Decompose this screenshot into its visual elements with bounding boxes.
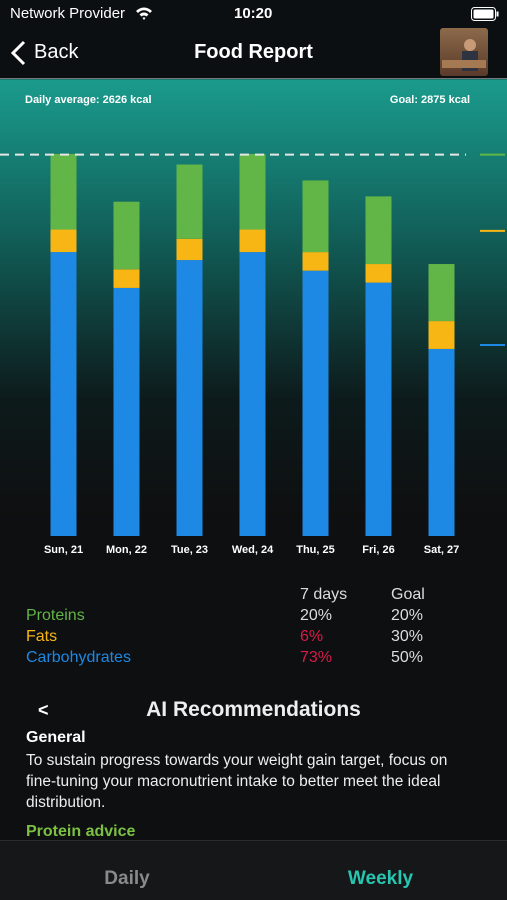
cell: 20% [300, 607, 333, 624]
row-label: Fats [26, 628, 58, 645]
cell: 30% [391, 628, 424, 645]
avatar[interactable] [440, 28, 488, 76]
cell: 50% [391, 649, 424, 666]
bar-segment [239, 153, 266, 230]
back-chevron[interactable] [10, 40, 28, 66]
chart: Daily average: 2626 kcal Goal: 2875 kcal… [0, 94, 505, 556]
bar-segment [302, 180, 329, 253]
section-title: AI Recommendations [146, 698, 361, 721]
tab-bar [0, 840, 507, 900]
bar-segment [365, 282, 392, 536]
x-tick-label: Sun, 21 [44, 544, 83, 556]
cell: 73% [300, 649, 333, 666]
bar-segment [239, 252, 266, 537]
daily-average: Daily average: 2626 kcal [25, 94, 152, 106]
bar-segment [365, 264, 392, 283]
rec-text: To sustain progress towards your weight … [26, 752, 448, 811]
battery-icon [471, 7, 499, 21]
x-tick-label: Thu, 25 [296, 544, 335, 556]
table-header: 7 days [300, 586, 348, 603]
carrier: Network Provider [10, 5, 126, 22]
bar-segment [302, 252, 329, 271]
x-tick-label: Wed, 24 [232, 544, 274, 556]
x-tick-label: Tue, 23 [171, 544, 208, 556]
goal-label: Goal: 2875 kcal [390, 94, 470, 106]
clock: 10:20 [234, 5, 273, 22]
bar-segment [50, 252, 77, 537]
rec-heading: General [26, 729, 86, 746]
bar-segment [113, 201, 140, 270]
back-button[interactable]: Back [34, 41, 79, 63]
bar-segment [176, 238, 203, 261]
row-label: Proteins [26, 607, 85, 624]
table-header: Goal [391, 586, 425, 603]
cell: 20% [391, 607, 424, 624]
bar-segment [428, 264, 455, 322]
x-tick-label: Mon, 22 [106, 544, 147, 556]
x-tick-label: Fri, 26 [362, 544, 394, 556]
bar-segment [302, 270, 329, 536]
prev-button[interactable]: < [38, 700, 49, 720]
bar-segment [365, 196, 392, 265]
tab[interactable]: Weekly [347, 868, 414, 889]
cell: 6% [300, 628, 324, 645]
bar-segment [50, 229, 77, 253]
nav-divider [0, 78, 507, 79]
wifi-icon [136, 7, 152, 20]
bar-segment [428, 348, 455, 536]
bar-segment [50, 153, 77, 230]
bar-segment [113, 269, 140, 288]
tab[interactable]: Daily [104, 868, 150, 889]
nav-title: Food Report [194, 41, 313, 63]
x-tick-label: Sat, 27 [424, 544, 459, 556]
row-label: Carbohydrates [26, 649, 131, 666]
bar-segment [176, 164, 203, 239]
bar-segment [239, 229, 266, 253]
bar-segment [176, 260, 203, 536]
bar-segment [113, 287, 140, 536]
rec-subheading: Protein advice [26, 823, 136, 840]
bar-segment [428, 321, 455, 349]
